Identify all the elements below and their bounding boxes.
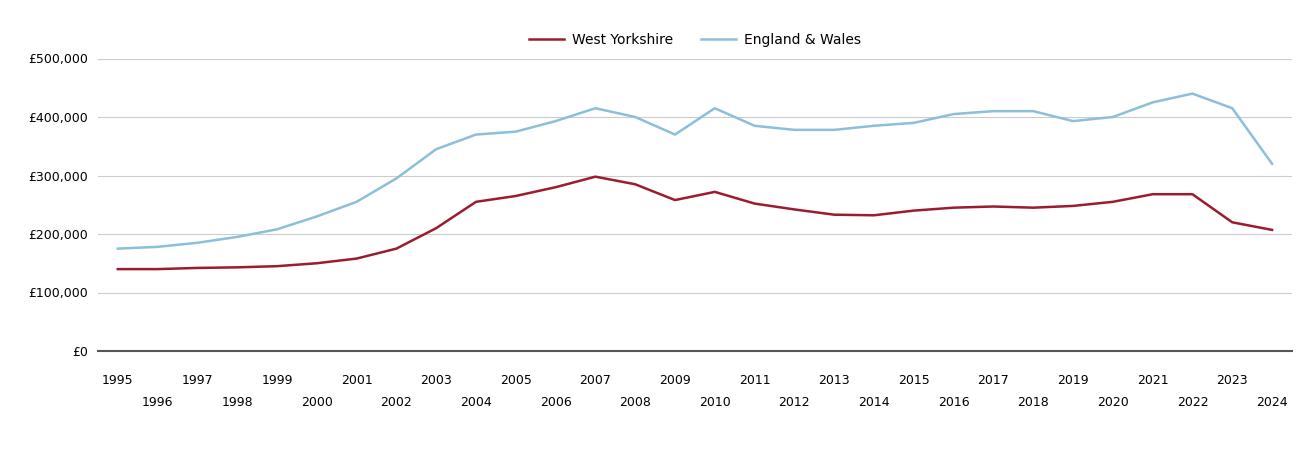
England & Wales (667, 132, 683, 137)
Text: 2007: 2007 (579, 374, 611, 387)
England & Wales (1224, 106, 1240, 111)
Text: 2013: 2013 (818, 374, 850, 387)
Text: 1995: 1995 (102, 374, 133, 387)
Text: 2004: 2004 (461, 396, 492, 410)
England & Wales (787, 127, 803, 133)
England & Wales (230, 234, 245, 239)
West Yorkshire (667, 198, 683, 203)
England & Wales (906, 120, 921, 126)
England & Wales (628, 114, 643, 120)
Text: 2002: 2002 (381, 396, 412, 410)
West Yorkshire (548, 184, 564, 190)
England & Wales (348, 199, 364, 204)
Text: 2003: 2003 (420, 374, 452, 387)
England & Wales (1026, 108, 1041, 114)
West Yorkshire (707, 189, 723, 194)
England & Wales (269, 227, 284, 232)
England & Wales (548, 118, 564, 124)
West Yorkshire (1105, 199, 1121, 204)
Text: 2018: 2018 (1018, 396, 1049, 410)
West Yorkshire (1185, 192, 1201, 197)
Text: 1998: 1998 (222, 396, 253, 410)
England & Wales (867, 123, 882, 129)
Legend: West Yorkshire, England & Wales: West Yorkshire, England & Wales (523, 27, 867, 53)
Text: 2000: 2000 (301, 396, 333, 410)
West Yorkshire (189, 265, 205, 270)
West Yorkshire (508, 194, 523, 199)
West Yorkshire (269, 264, 284, 269)
West Yorkshire (787, 207, 803, 212)
England & Wales (508, 129, 523, 134)
England & Wales (1185, 91, 1201, 96)
West Yorkshire (1065, 203, 1081, 209)
Text: 2005: 2005 (500, 374, 531, 387)
England & Wales (1144, 100, 1160, 105)
West Yorkshire (468, 199, 484, 204)
England & Wales (468, 132, 484, 137)
Text: 1996: 1996 (142, 396, 174, 410)
England & Wales (389, 176, 405, 181)
Text: 2021: 2021 (1137, 374, 1168, 387)
Text: 2019: 2019 (1057, 374, 1088, 387)
West Yorkshire (906, 208, 921, 213)
West Yorkshire (1224, 220, 1240, 225)
West Yorkshire (1026, 205, 1041, 211)
West Yorkshire (1144, 192, 1160, 197)
Text: 2015: 2015 (898, 374, 929, 387)
Text: 2016: 2016 (938, 396, 970, 410)
Text: 2006: 2006 (540, 396, 572, 410)
West Yorkshire (946, 205, 962, 211)
West Yorkshire (628, 182, 643, 187)
Text: 2017: 2017 (977, 374, 1009, 387)
England & Wales (826, 127, 842, 133)
Text: 2023: 2023 (1216, 374, 1248, 387)
Line: West Yorkshire: West Yorkshire (117, 177, 1272, 269)
West Yorkshire (587, 174, 603, 180)
West Yorkshire (389, 246, 405, 251)
West Yorkshire (985, 204, 1001, 209)
Line: England & Wales: England & Wales (117, 94, 1272, 248)
West Yorkshire (348, 256, 364, 261)
Text: 1999: 1999 (261, 374, 292, 387)
England & Wales (587, 106, 603, 111)
England & Wales (150, 244, 166, 250)
Text: 2009: 2009 (659, 374, 690, 387)
West Yorkshire (746, 201, 762, 206)
England & Wales (110, 246, 125, 251)
West Yorkshire (110, 266, 125, 272)
West Yorkshire (1265, 227, 1280, 233)
West Yorkshire (867, 212, 882, 218)
England & Wales (428, 147, 444, 152)
Text: 2022: 2022 (1177, 396, 1208, 410)
Text: 2010: 2010 (699, 396, 731, 410)
West Yorkshire (826, 212, 842, 217)
England & Wales (746, 123, 762, 129)
West Yorkshire (428, 225, 444, 231)
England & Wales (1105, 114, 1121, 120)
Text: 1997: 1997 (181, 374, 213, 387)
England & Wales (309, 214, 325, 219)
England & Wales (1065, 118, 1081, 124)
West Yorkshire (150, 266, 166, 272)
West Yorkshire (309, 261, 325, 266)
Text: 2024: 2024 (1257, 396, 1288, 410)
England & Wales (189, 240, 205, 246)
Text: 2012: 2012 (779, 396, 810, 410)
England & Wales (946, 111, 962, 117)
Text: 2014: 2014 (859, 396, 890, 410)
Text: 2011: 2011 (739, 374, 770, 387)
West Yorkshire (230, 265, 245, 270)
England & Wales (1265, 161, 1280, 166)
England & Wales (707, 106, 723, 111)
Text: 2020: 2020 (1098, 396, 1129, 410)
England & Wales (985, 108, 1001, 114)
Text: 2008: 2008 (620, 396, 651, 410)
Text: 2001: 2001 (341, 374, 372, 387)
